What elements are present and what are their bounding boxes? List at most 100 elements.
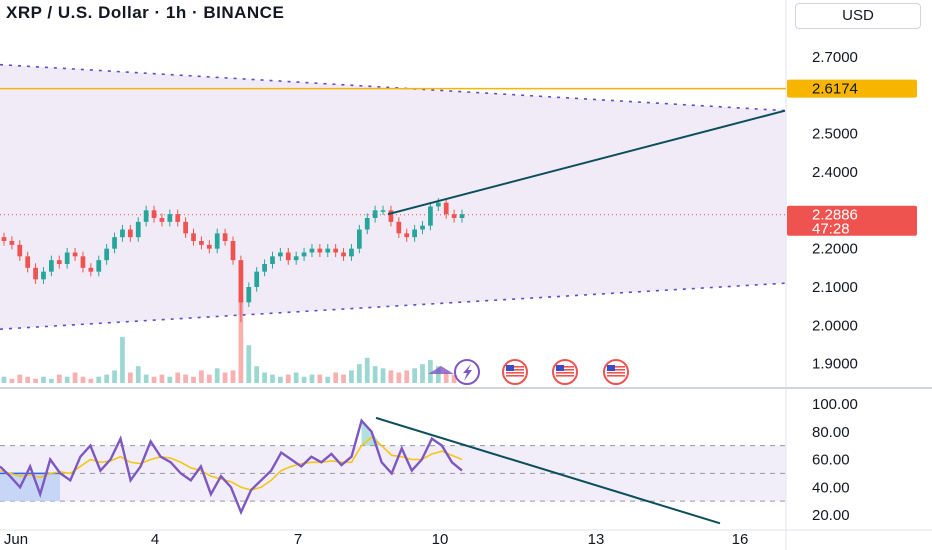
candle-body [333, 248, 339, 253]
candle-body [270, 256, 275, 264]
currency-selector[interactable]: USD [795, 3, 921, 29]
candle-body [285, 252, 291, 261]
candle-body [349, 248, 354, 257]
flag-stripe [556, 372, 574, 374]
price-tick-label: 2.1000 [812, 279, 858, 296]
price-tick-label: 2.2000 [812, 241, 858, 258]
horizontal-level-badge [787, 79, 917, 98]
volume-bar [151, 376, 157, 383]
candle-body [246, 287, 252, 303]
volume-bar [380, 368, 386, 383]
time-tick-label: 4 [151, 531, 159, 548]
volume-bar [1, 376, 7, 383]
time-tick-label: 16 [732, 531, 749, 548]
candle-body [183, 221, 188, 234]
volume-bar [9, 378, 15, 383]
candle-body [443, 202, 449, 215]
flag-stripe [556, 366, 574, 368]
volume-bar [333, 372, 339, 383]
volume-bar [17, 374, 23, 383]
volume-bar [56, 374, 62, 383]
candle-body [364, 218, 370, 230]
candle-body [372, 210, 378, 218]
volume-bar [317, 374, 323, 383]
candle-body [88, 267, 94, 272]
time-tick-label: 10 [432, 531, 449, 548]
last-price-label: 2.2886 [812, 207, 858, 224]
flag-stripe [607, 372, 625, 374]
volume-bar [127, 372, 133, 383]
candle-body [33, 267, 38, 280]
volume-bar [254, 366, 260, 383]
event-pointer-icon [428, 366, 454, 374]
price-tick-label: 2.4000 [812, 164, 858, 181]
candle-body [199, 241, 204, 245]
flag-stripe [506, 375, 524, 377]
volume-bar [49, 378, 54, 383]
candle-body [325, 248, 331, 253]
candle-body [64, 252, 70, 264]
volume-bar [270, 374, 275, 383]
candle-body [317, 248, 323, 253]
volume-bar [112, 370, 117, 383]
candle-body [17, 244, 23, 257]
rsi-tick-label: 60.00 [812, 452, 850, 469]
flag-canton [607, 365, 615, 371]
flag-stripe [506, 372, 524, 374]
candle-body [214, 233, 220, 249]
rsi-tick-label: 40.00 [812, 479, 850, 496]
candle-body [341, 252, 346, 257]
candle-body [143, 210, 149, 222]
candle-body [175, 214, 181, 222]
volume-bar [72, 372, 78, 383]
volume-bar [451, 374, 457, 383]
flag-stripe [607, 375, 625, 377]
candle-body [356, 229, 362, 249]
candle-body [412, 229, 417, 238]
volume-bar [183, 374, 188, 383]
candle-body [49, 260, 54, 272]
volume-bar [206, 374, 212, 383]
volume-bar [214, 368, 220, 383]
candle-body [41, 271, 46, 280]
countdown-label: 47:28 [812, 221, 850, 238]
flag-canton [556, 365, 564, 371]
candle-body [309, 248, 315, 253]
time-tick-label: 13 [588, 531, 605, 548]
candle-body [293, 256, 299, 261]
candle-body [151, 210, 157, 218]
candle-body [420, 225, 425, 230]
volume-bar [420, 364, 425, 383]
candle-body [96, 260, 102, 272]
volume-bar [372, 366, 378, 383]
volume-bar [396, 372, 402, 383]
price-tick-label: 2.5000 [812, 126, 858, 143]
volume-bar [33, 378, 38, 383]
candle-body [56, 260, 62, 264]
price-tick-label: 1.9000 [812, 356, 858, 373]
volume-bar [230, 370, 236, 383]
volume-bar [175, 372, 181, 383]
flag-stripe [556, 375, 574, 377]
us-flag-event-icon [603, 359, 629, 385]
flag-stripe [556, 369, 574, 371]
flag-stripe [506, 366, 524, 368]
flag-stripe [506, 369, 524, 371]
rising-trendline [387, 109, 786, 216]
volume-bar [88, 378, 94, 383]
volume-bar [412, 368, 417, 383]
volume-bar [191, 376, 196, 383]
candle-body [396, 221, 402, 234]
candle-body [428, 206, 433, 226]
flag-canton [506, 365, 514, 371]
candle-body [167, 214, 173, 222]
volume-bar [41, 376, 46, 383]
candle-body [80, 256, 86, 268]
price-tick-label: 2.7000 [812, 49, 858, 66]
us-flag-event-icon [502, 359, 528, 385]
us-flag-event-icon [552, 359, 578, 385]
candle-body [459, 214, 465, 218]
candle-body [1, 237, 7, 241]
time-tick-label: Jun [4, 531, 28, 548]
